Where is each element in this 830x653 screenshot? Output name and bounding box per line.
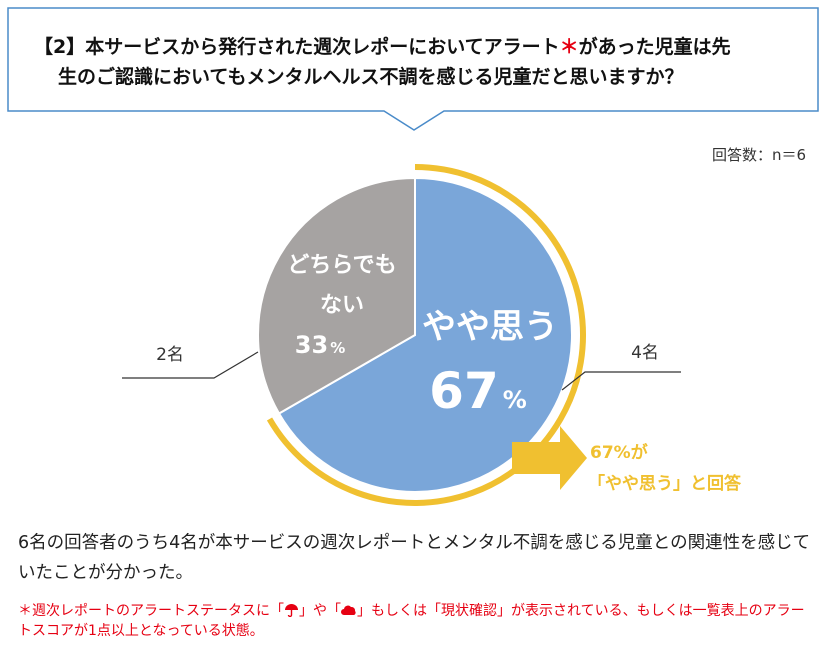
question-line-1: 【2】本サービスから発行された週次レポーにおいてアラート＊があった児童は先 bbox=[34, 35, 731, 58]
callout-text-line1: 67%が bbox=[590, 442, 648, 463]
leader-line-right bbox=[561, 371, 681, 391]
summary-text: 6名の回答者のうち4名が本サービスの週次レポートとメンタル不調を感じる児童との関… bbox=[18, 533, 811, 583]
highlight-arc bbox=[266, 164, 586, 506]
umbrella-icon bbox=[285, 604, 298, 618]
respondent-count: 回答数：n＝6 bbox=[712, 146, 806, 164]
footnote: ＊週次レポートのアラートステータスに「 」や「 」もしくは「現状確認」が表示されてい… bbox=[18, 603, 805, 639]
count-label-a: 4名 bbox=[631, 343, 659, 363]
count-label-b: 2名 bbox=[156, 345, 184, 365]
pie-slice-dochira-demo-nai bbox=[256, 176, 416, 415]
callout-arrow bbox=[512, 426, 587, 490]
question-line-2: 生のご認識においてもメンタルヘルス不調を感じる児童だと思いますか？ bbox=[58, 65, 683, 88]
question-box bbox=[7, 7, 819, 131]
slice-b-name-line2: ない bbox=[320, 293, 364, 318]
slice-a-percent: 67% bbox=[429, 362, 527, 420]
callout-text-line2: 「やや思う」と回答 bbox=[588, 473, 742, 494]
cloud-icon bbox=[341, 605, 356, 615]
leader-line-left bbox=[122, 351, 259, 379]
slice-b-percent: 33% bbox=[295, 331, 345, 359]
pie-slice-yaya-omou bbox=[277, 176, 573, 493]
slice-b-name-line1: どちらでも bbox=[287, 253, 396, 278]
slice-a-name: やや思う bbox=[422, 307, 558, 347]
